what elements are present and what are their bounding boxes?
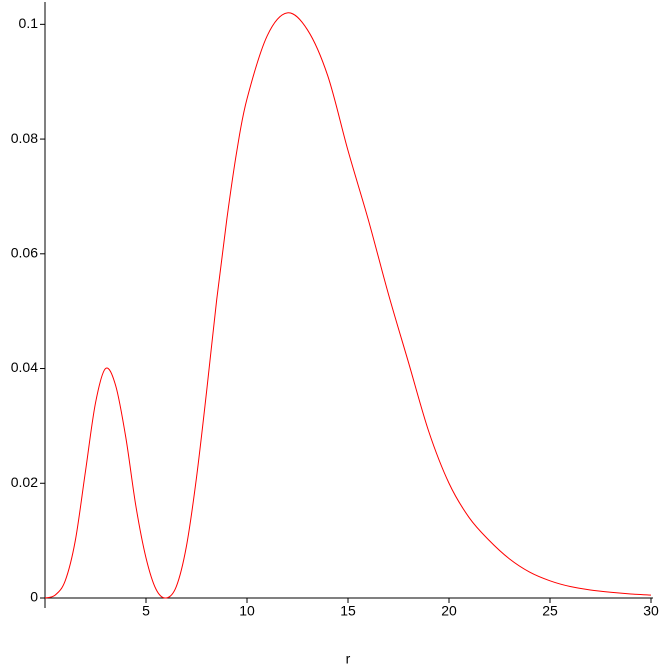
x-tick-label: 10 [239,603,255,619]
y-tick-label: 0.06 [11,245,38,261]
y-tick-label: 0.1 [19,15,39,31]
x-tick-label: 15 [340,603,356,619]
data-line [44,12,652,599]
x-tick-label: 5 [142,603,150,619]
y-tick-label: 0 [30,589,38,605]
y-tick-label: 0.04 [11,359,38,375]
x-tick-label: 25 [542,603,558,619]
y-tick-label: 0.08 [11,130,38,146]
y-tick-label: 0.02 [11,474,38,490]
x-tick-label: 30 [643,603,659,619]
x-axis-label: r [346,651,351,667]
x-tick-label: 20 [441,603,457,619]
